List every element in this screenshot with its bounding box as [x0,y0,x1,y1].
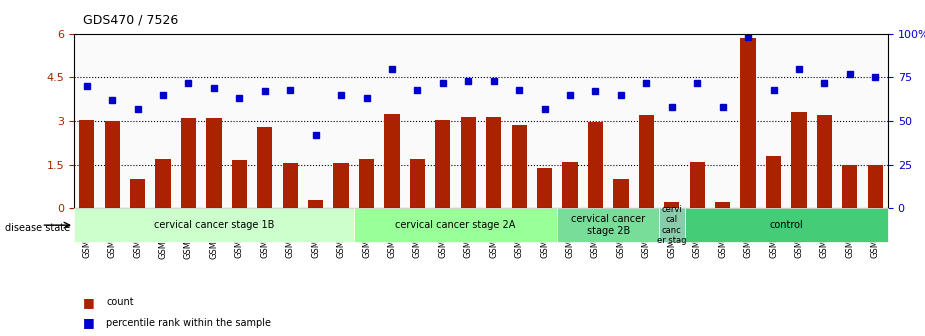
Bar [536,168,552,208]
Bar [80,120,94,208]
Bar [385,114,400,208]
Bar [105,121,120,208]
Bar [487,117,501,208]
Bar [689,162,705,208]
Bar [638,115,654,208]
FancyBboxPatch shape [353,208,557,242]
Bar [283,163,298,208]
Bar [562,162,577,208]
Bar [231,160,247,208]
Text: cervi
cal
canc
er stag: cervi cal canc er stag [657,205,686,245]
Text: ■: ■ [83,316,95,329]
Bar [181,118,196,208]
Text: percentile rank within the sample: percentile rank within the sample [106,318,271,328]
Bar [512,125,527,208]
Text: count: count [106,297,134,307]
Bar [308,200,324,208]
Bar [715,203,731,208]
Bar [435,120,450,208]
Text: ■: ■ [83,296,95,309]
Bar [257,127,272,208]
Bar [410,159,425,208]
Bar [155,159,171,208]
FancyBboxPatch shape [74,208,353,242]
Bar [868,165,882,208]
Bar [766,156,781,208]
Bar [206,118,222,208]
Text: disease state: disease state [5,223,69,234]
FancyBboxPatch shape [659,208,684,242]
Bar [740,38,756,208]
Text: control: control [770,220,803,230]
Bar [817,115,832,208]
FancyBboxPatch shape [684,208,888,242]
Bar [461,117,475,208]
Text: cervical cancer stage 2A: cervical cancer stage 2A [395,220,516,230]
Bar [842,165,857,208]
Bar [588,122,603,208]
Text: cervical cancer stage 1B: cervical cancer stage 1B [154,220,274,230]
Bar [664,203,679,208]
Bar [359,159,374,208]
Bar [333,163,349,208]
Bar [613,179,629,208]
Text: GDS470 / 7526: GDS470 / 7526 [83,13,179,27]
FancyBboxPatch shape [557,208,659,242]
Bar [130,179,145,208]
Text: cervical cancer
stage 2B: cervical cancer stage 2B [571,214,646,236]
Bar [792,112,807,208]
